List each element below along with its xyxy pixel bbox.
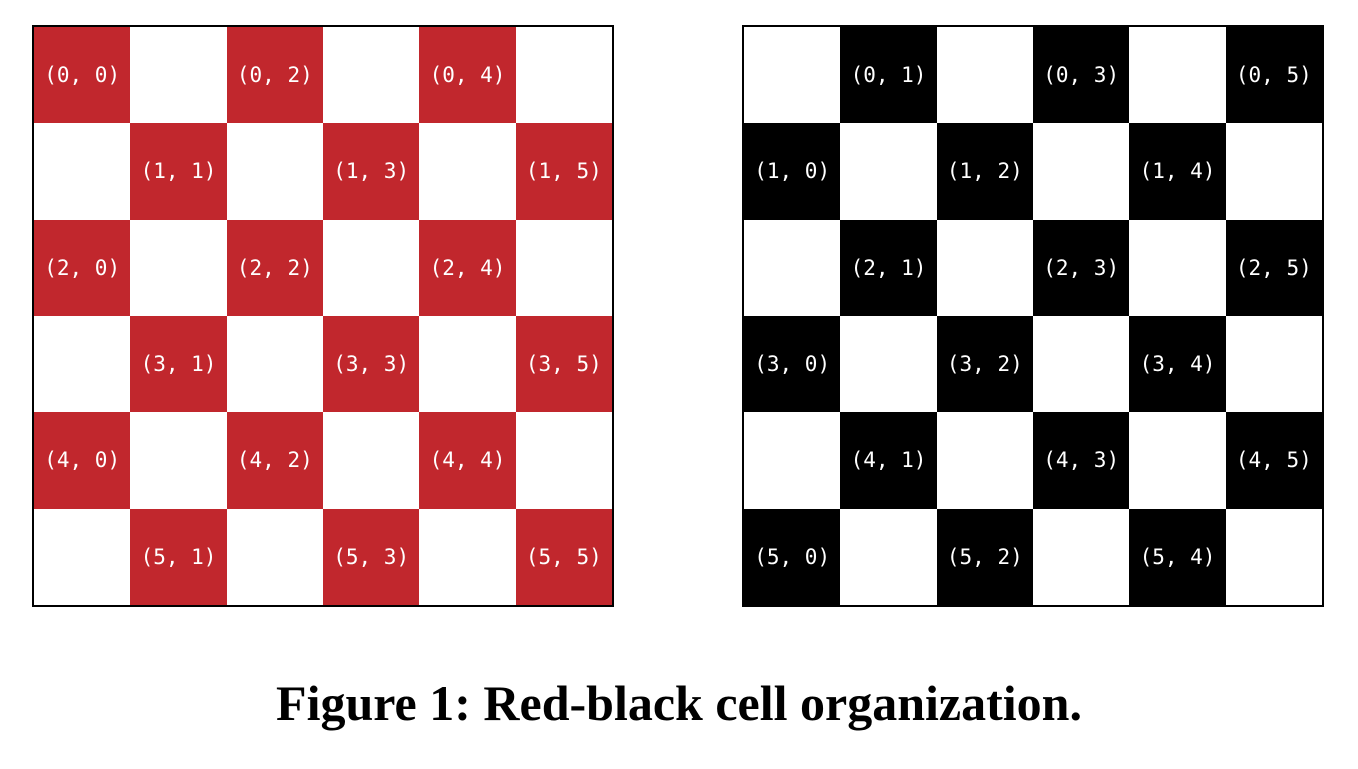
red-cell: (5, 5) [515, 508, 612, 605]
red-cell: (3, 5) [515, 316, 612, 413]
empty-cell [515, 27, 612, 124]
black-cell: (4, 3) [1033, 412, 1130, 509]
empty-cell [130, 412, 227, 509]
empty-cell [419, 316, 516, 413]
black-cell: (1, 4) [1129, 123, 1226, 220]
empty-cell [744, 27, 841, 124]
black-cell: (5, 4) [1129, 508, 1226, 605]
empty-cell [419, 508, 516, 605]
empty-cell [226, 508, 323, 605]
empty-cell [840, 123, 937, 220]
empty-cell [936, 27, 1033, 124]
empty-cell [323, 412, 420, 509]
red-cell: (0, 4) [419, 27, 516, 124]
empty-cell [419, 123, 516, 220]
black-cell: (1, 2) [936, 123, 1033, 220]
black-cell-grid: (0, 1) (0, 3) (0, 5) (1, 0) (1, 2) (1, 4) (2, … [742, 25, 1324, 607]
black-cell: (5, 2) [936, 508, 1033, 605]
empty-cell [226, 123, 323, 220]
empty-cell [1033, 508, 1130, 605]
red-cell: (0, 0) [34, 27, 131, 124]
black-cell: (2, 3) [1033, 219, 1130, 316]
black-cell: (4, 1) [840, 412, 937, 509]
empty-cell [226, 316, 323, 413]
red-cell: (3, 3) [323, 316, 420, 413]
empty-cell [34, 316, 131, 413]
empty-cell [744, 219, 841, 316]
empty-cell [840, 316, 937, 413]
red-cell: (5, 1) [130, 508, 227, 605]
empty-cell [130, 219, 227, 316]
red-cell-grid: (0, 0) (0, 2) (0, 4) (1, 1) (1, 3) (1, 5) (2, … [32, 25, 614, 607]
red-cell: (2, 0) [34, 219, 131, 316]
black-cell: (0, 5) [1225, 27, 1322, 124]
empty-cell [744, 412, 841, 509]
black-cell: (2, 5) [1225, 219, 1322, 316]
empty-cell [1033, 123, 1130, 220]
empty-cell [515, 219, 612, 316]
black-cell: (5, 0) [744, 508, 841, 605]
black-cell: (3, 4) [1129, 316, 1226, 413]
red-cell: (4, 4) [419, 412, 516, 509]
black-cell: (2, 1) [840, 219, 937, 316]
empty-cell [1225, 316, 1322, 413]
red-cell: (1, 1) [130, 123, 227, 220]
empty-cell [34, 123, 131, 220]
empty-cell [1129, 27, 1226, 124]
black-cell: (0, 1) [840, 27, 937, 124]
empty-cell [936, 412, 1033, 509]
red-cell: (2, 4) [419, 219, 516, 316]
red-cell: (0, 2) [226, 27, 323, 124]
red-cell: (1, 3) [323, 123, 420, 220]
empty-cell [515, 412, 612, 509]
figure-caption: Figure 1: Red-black cell organization. [276, 675, 1082, 731]
empty-cell [323, 27, 420, 124]
black-cell: (0, 3) [1033, 27, 1130, 124]
empty-cell [130, 27, 227, 124]
black-cell: (1, 0) [744, 123, 841, 220]
empty-cell [840, 508, 937, 605]
red-cell: (5, 3) [323, 508, 420, 605]
empty-cell [1225, 508, 1322, 605]
red-cell: (1, 5) [515, 123, 612, 220]
empty-cell [936, 219, 1033, 316]
empty-cell [1033, 316, 1130, 413]
empty-cell [323, 219, 420, 316]
empty-cell [34, 508, 131, 605]
black-cell: (4, 5) [1225, 412, 1322, 509]
black-cell: (3, 0) [744, 316, 841, 413]
empty-cell [1129, 219, 1226, 316]
black-cell: (3, 2) [936, 316, 1033, 413]
red-cell: (3, 1) [130, 316, 227, 413]
red-cell: (4, 0) [34, 412, 131, 509]
red-cell: (4, 2) [226, 412, 323, 509]
empty-cell [1129, 412, 1226, 509]
red-cell: (2, 2) [226, 219, 323, 316]
empty-cell [1225, 123, 1322, 220]
